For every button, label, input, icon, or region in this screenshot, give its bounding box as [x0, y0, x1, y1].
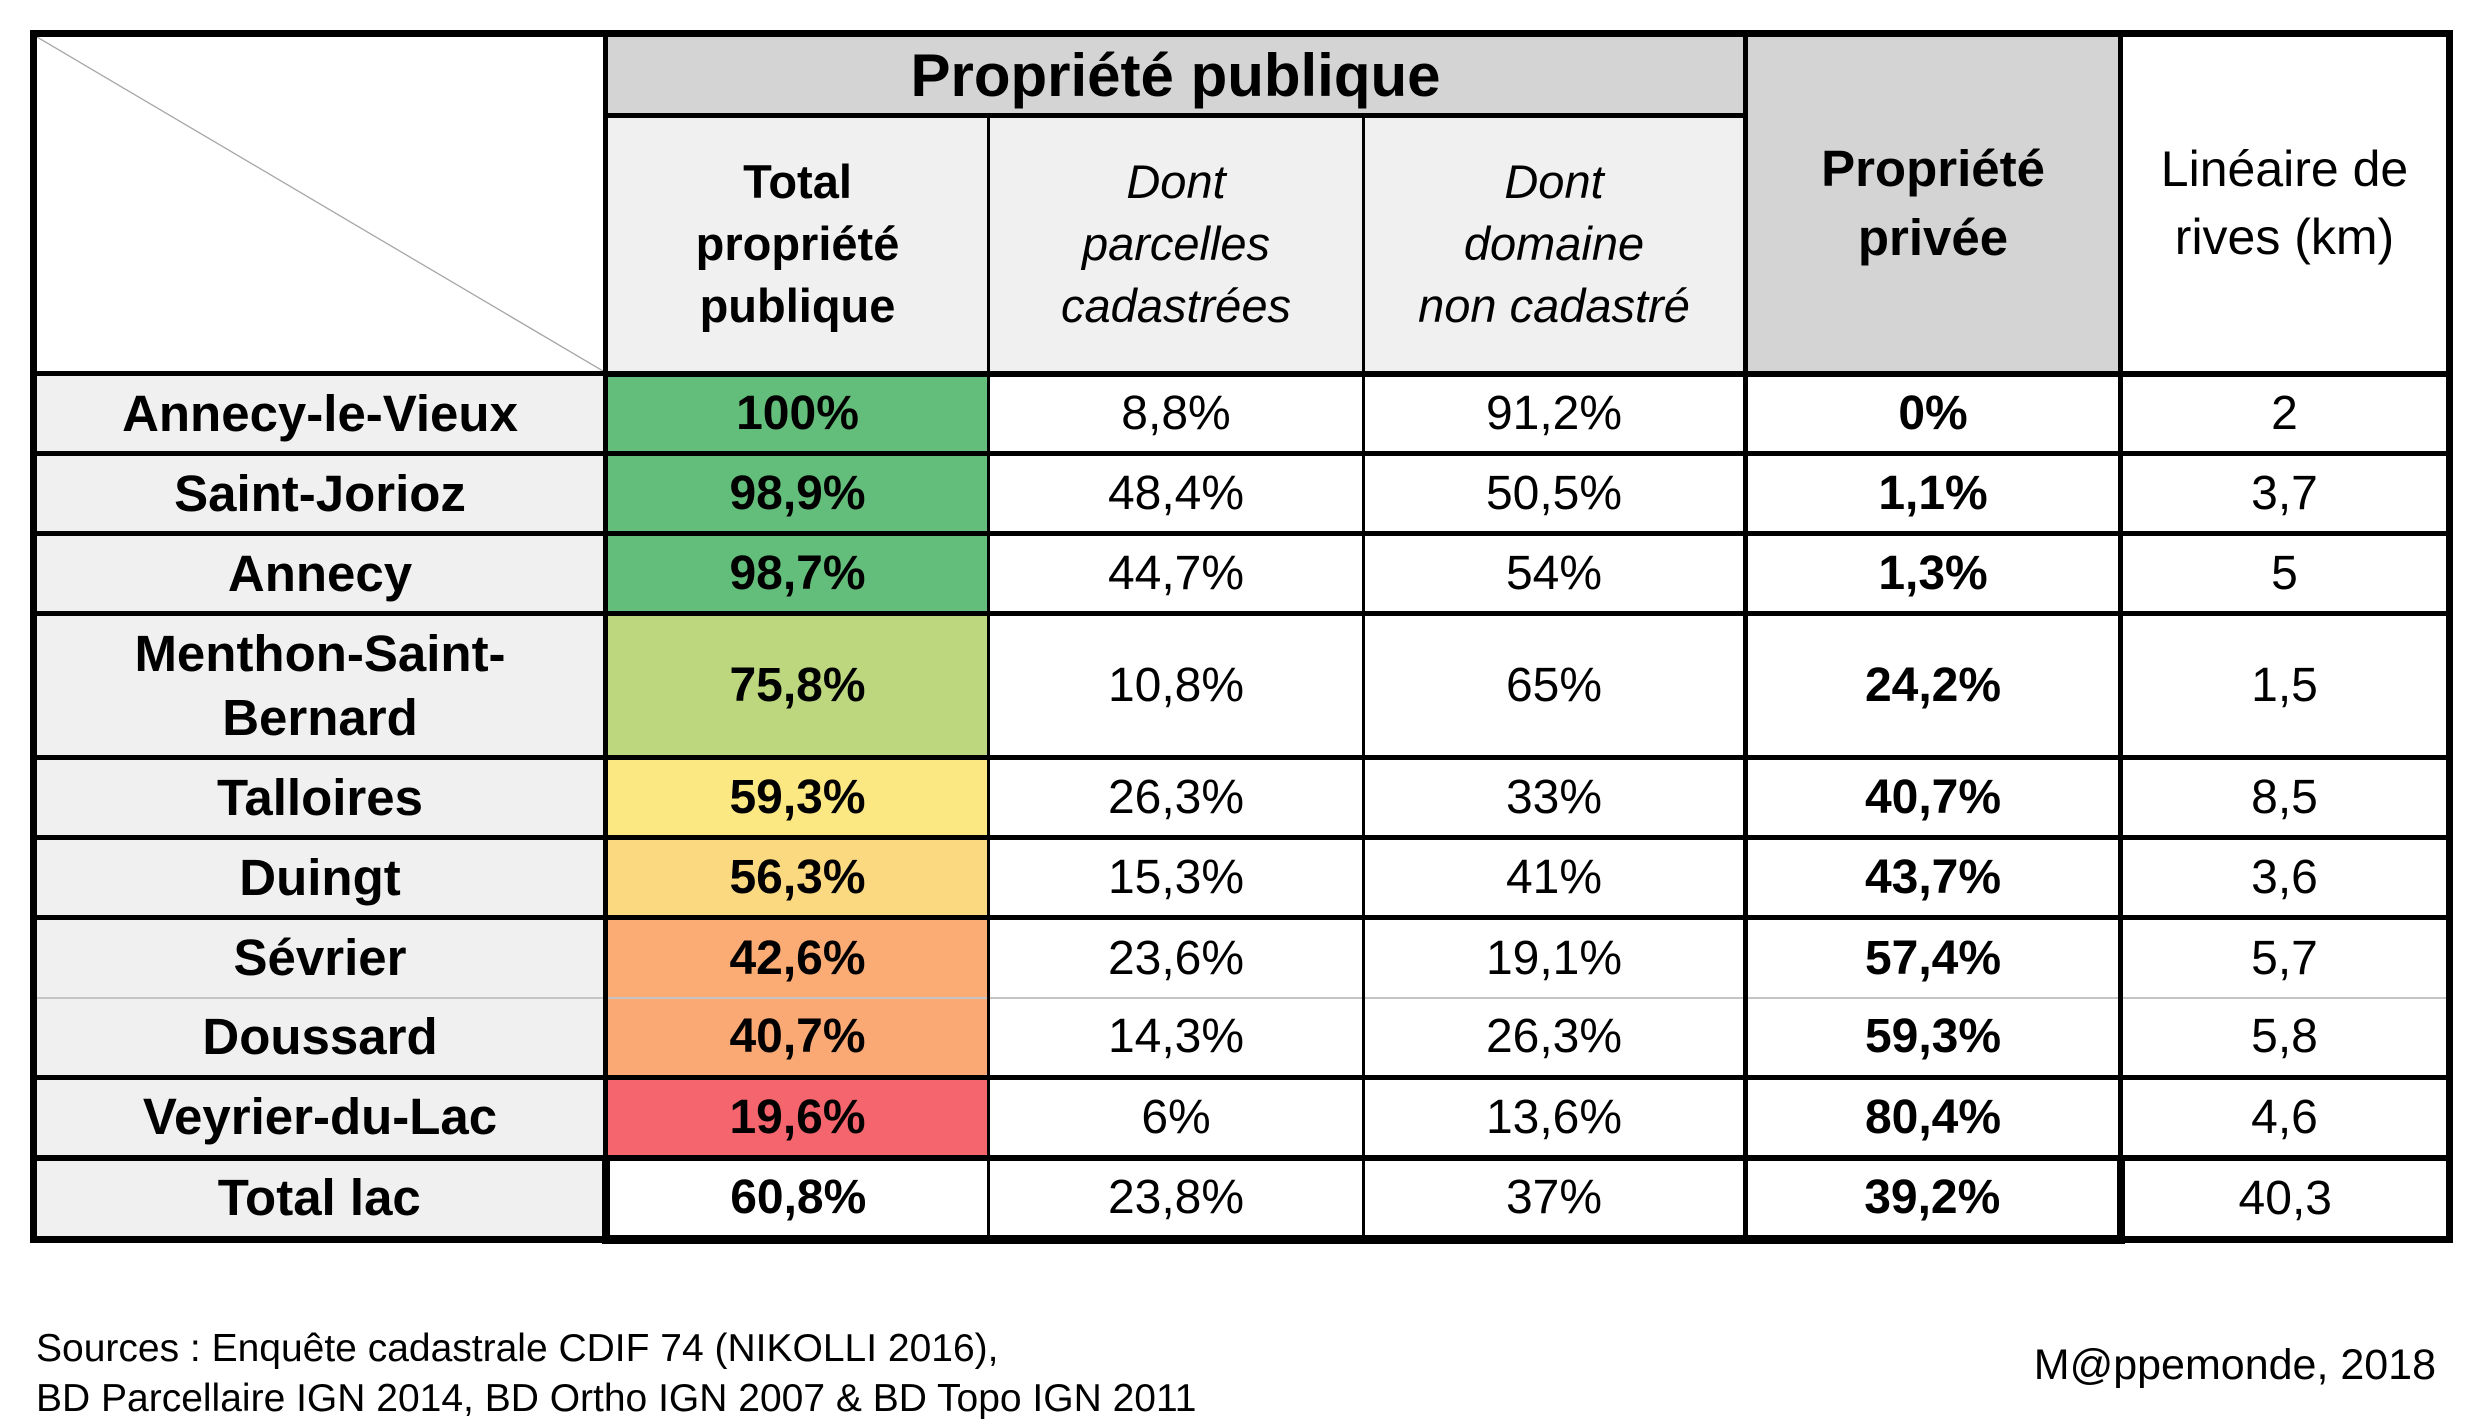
domaine-cell: 33%	[1361, 755, 1749, 840]
domaine-cell: 65%	[1361, 611, 1749, 760]
domaine-cell: 50,5%	[1361, 451, 1749, 536]
commune-name: Sévrier	[31, 915, 608, 999]
privee-cell: 24,2%	[1743, 611, 2124, 760]
commune-name: Saint-Jorioz	[31, 451, 608, 536]
commune-name: Menthon-Saint- Bernard	[31, 611, 608, 760]
table-row-duingt: Duingt 56,3% 15,3% 41% 43,7% 3,6	[31, 835, 2452, 920]
header-dont-parcelles-cadastrees: Dont parcelles cadastrées	[987, 113, 1365, 377]
parcelles-cell: 10,8%	[987, 611, 1365, 760]
privee-cell: 57,4%	[1743, 915, 2124, 999]
total-public-cell: 75,8%	[603, 611, 990, 760]
commune-name: Doussard	[31, 996, 608, 1080]
total-public-cell: 98,9%	[603, 451, 990, 536]
property-table: Propriété publique Propriété privée Liné…	[30, 30, 2454, 1244]
header-propriete-publique: Propriété publique	[602, 31, 1749, 118]
header-dont-domaine-non-cadastre: Dont domaine non cadastré	[1361, 113, 1749, 377]
total-public-cell: 40,7%	[603, 996, 990, 1080]
parcelles-cell: 8,8%	[987, 371, 1365, 456]
commune-name: Veyrier-du-Lac	[31, 1075, 608, 1160]
lineaire-cell: 2	[2118, 371, 2452, 456]
total-public-cell: 59,3%	[603, 755, 990, 840]
header-total-propriete-publique: Total propriété publique	[603, 113, 990, 377]
privee-cell: 43,7%	[1743, 835, 2124, 920]
privee-cell: 59,3%	[1743, 996, 2124, 1080]
total-label: Total lac	[31, 1154, 608, 1243]
table-row-total-lac: Total lac 60,8% 23,8% 37% 39,2% 40,3	[31, 1154, 2452, 1244]
parcelles-cell: 23,8%	[987, 1154, 1365, 1244]
domaine-cell: 19,1%	[1361, 915, 1749, 999]
table-row-menthon-saint-bernard: Menthon-Saint- Bernard 75,8% 10,8% 65% 2…	[31, 611, 2452, 760]
total-public-cell: 56,3%	[603, 835, 990, 920]
lineaire-cell: 3,6	[2118, 835, 2452, 920]
privee-cell: 0%	[1743, 371, 2124, 456]
privee-cell: 39,2%	[1743, 1154, 2125, 1244]
corner-cell	[31, 31, 608, 376]
lineaire-cell: 5,7	[2118, 915, 2452, 999]
lineaire-cell: 40,3	[2118, 1154, 2452, 1243]
header-lineaire-rives: Linéaire de rives (km)	[2118, 31, 2452, 377]
domaine-cell: 41%	[1361, 835, 1749, 920]
privee-cell: 40,7%	[1743, 755, 2124, 840]
parcelles-cell: 6%	[987, 1075, 1365, 1160]
parcelles-cell: 44,7%	[987, 531, 1365, 616]
lineaire-cell: 1,5	[2118, 611, 2452, 760]
table-row-saint-jorioz: Saint-Jorioz 98,9% 48,4% 50,5% 1,1% 3,7	[31, 451, 2452, 536]
domaine-cell: 26,3%	[1361, 996, 1749, 1080]
domaine-cell: 54%	[1361, 531, 1749, 616]
table-row-annecy: Annecy 98,7% 44,7% 54% 1,3% 5	[31, 531, 2452, 616]
total-public-cell: 60,8%	[601, 1154, 990, 1244]
lineaire-cell: 5	[2118, 531, 2452, 616]
credit-note: M@ppemonde, 2018	[2033, 1341, 2436, 1389]
domaine-cell: 37%	[1361, 1154, 1749, 1244]
table-row-annecy-le-vieux: Annecy-le-Vieux 100% 8,8% 91,2% 0% 2	[31, 371, 2452, 456]
parcelles-cell: 26,3%	[987, 755, 1365, 840]
sources-note: Sources : Enquête cadastrale CDIF 74 (NI…	[36, 1327, 1197, 1420]
table-row-sevrier: Sévrier 42,6% 23,6% 19,1% 57,4% 5,7	[31, 915, 2452, 999]
parcelles-cell: 48,4%	[987, 451, 1365, 536]
privee-cell: 1,1%	[1743, 451, 2124, 536]
lineaire-cell: 5,8	[2118, 996, 2452, 1080]
privee-cell: 1,3%	[1743, 531, 2124, 616]
lineaire-cell: 4,6	[2118, 1075, 2452, 1160]
total-public-cell: 42,6%	[603, 915, 990, 999]
parcelles-cell: 14,3%	[987, 996, 1365, 1080]
parcelles-cell: 23,6%	[987, 915, 1365, 999]
parcelles-cell: 15,3%	[987, 835, 1365, 920]
domaine-cell: 13,6%	[1361, 1075, 1749, 1160]
total-public-cell: 98,7%	[603, 531, 990, 616]
total-public-cell: 19,6%	[603, 1075, 990, 1160]
header-propriete-privee: Propriété privée	[1743, 31, 2124, 377]
privee-cell: 80,4%	[1743, 1075, 2124, 1160]
commune-name: Talloires	[31, 755, 608, 840]
commune-name: Annecy	[31, 531, 608, 616]
header-row-group: Propriété publique Propriété privée Liné…	[31, 31, 2452, 377]
commune-name: Annecy-le-Vieux	[31, 371, 608, 456]
table-row-veyrier-du-lac: Veyrier-du-Lac 19,6% 6% 13,6% 80,4% 4,6	[31, 1075, 2452, 1160]
table-row-doussard: Doussard 40,7% 14,3% 26,3% 59,3% 5,8	[31, 996, 2452, 1080]
total-public-cell: 100%	[603, 371, 990, 456]
table-row-talloires: Talloires 59,3% 26,3% 33% 40,7% 8,5	[31, 755, 2452, 840]
domaine-cell: 91,2%	[1361, 371, 1749, 456]
lineaire-cell: 8,5	[2118, 755, 2452, 840]
commune-name: Duingt	[31, 835, 608, 920]
lineaire-cell: 3,7	[2118, 451, 2452, 536]
diagonal-line	[37, 37, 603, 371]
header-row-sub: Total propriété publique Dont parcelles …	[34, 113, 2450, 377]
